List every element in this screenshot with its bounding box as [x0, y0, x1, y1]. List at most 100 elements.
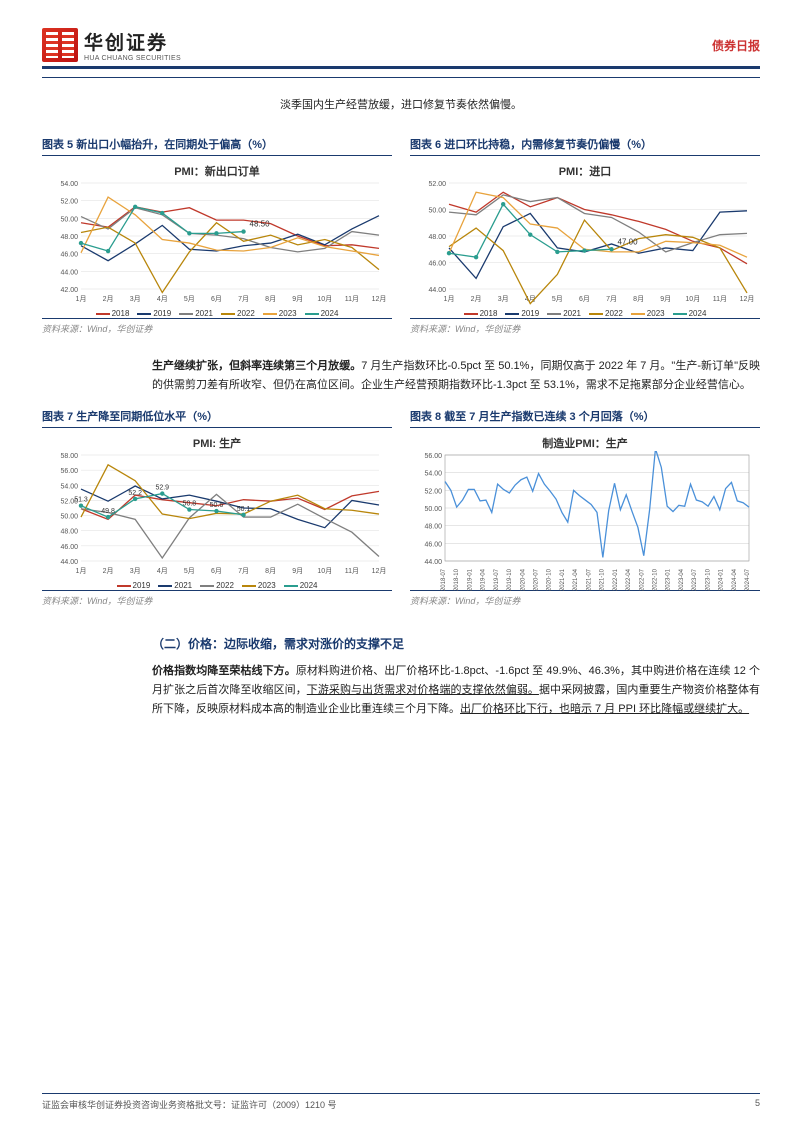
svg-text:58.00: 58.00: [60, 453, 78, 460]
chart-7-source: 资料来源：Wind，华创证券: [42, 590, 392, 607]
svg-text:6月: 6月: [211, 295, 222, 303]
svg-text:11月: 11月: [345, 567, 359, 575]
svg-text:2022-04: 2022-04: [626, 569, 632, 592]
svg-text:2018-07: 2018-07: [441, 569, 447, 592]
chart-5: 图表 5 新出口小幅抬升，在同期处于偏高（%） PMI：新出口订单 42.00 4…: [42, 136, 392, 349]
svg-text:11月: 11月: [713, 295, 727, 303]
chart-7-legend: 20192021202220232024: [42, 581, 392, 590]
header: 华创证券 HUA CHUANG SECURITIES 债券日报: [42, 28, 760, 69]
chart-8-title: 图表 8 截至 7 月生产指数已连续 3 个月回落（%）: [410, 408, 760, 428]
svg-text:2023-01: 2023-01: [666, 569, 672, 592]
svg-text:2023-10: 2023-10: [705, 569, 711, 592]
svg-text:7月: 7月: [606, 295, 617, 303]
svg-text:8月: 8月: [265, 567, 276, 575]
svg-text:48.00: 48.00: [428, 234, 446, 241]
svg-text:12月: 12月: [740, 295, 755, 303]
svg-text:50.6: 50.6: [210, 502, 224, 509]
footer-left: 证监会审核华创证券投资咨询业务资格批文号：证监许可（2009）1210 号: [42, 1098, 337, 1111]
svg-text:54.00: 54.00: [60, 181, 78, 188]
svg-text:49.8: 49.8: [101, 508, 115, 515]
svg-text:5月: 5月: [552, 295, 563, 303]
svg-text:54.00: 54.00: [60, 484, 78, 491]
chart-7-title: 图表 7 生产降至同期低位水平（%）: [42, 408, 392, 428]
chart-7-inner: PMI: 生产: [42, 432, 392, 451]
section-2-title: （二）价格：边际收缩，需求对涨价的支撑不足: [152, 635, 760, 652]
svg-text:44.00: 44.00: [60, 559, 78, 566]
svg-text:2022-01: 2022-01: [613, 569, 619, 592]
para-2: 价格指数均降至荣枯线下方。原材料购进价格、出厂价格环比-1.8pct、-1.6p…: [152, 662, 760, 718]
svg-text:2020-04: 2020-04: [520, 569, 526, 592]
svg-text:2024-04: 2024-04: [732, 569, 738, 592]
svg-text:2023-04: 2023-04: [679, 569, 685, 592]
svg-text:51.3: 51.3: [74, 497, 88, 504]
svg-text:5月: 5月: [184, 567, 195, 575]
chart-6-title: 图表 6 进口环比持稳，内需修复节奏仍偏慢（%）: [410, 136, 760, 156]
svg-text:54.00: 54.00: [424, 471, 442, 478]
chart-8-plot: 44.0046.0048.0050.0052.0054.0056.002018-…: [410, 451, 760, 595]
svg-text:12月: 12月: [372, 295, 387, 303]
svg-text:2021-10: 2021-10: [600, 569, 606, 592]
svg-text:52.00: 52.00: [60, 199, 78, 206]
svg-text:9月: 9月: [292, 295, 303, 303]
company-en: HUA CHUANG SECURITIES: [84, 55, 181, 62]
svg-text:8月: 8月: [265, 295, 276, 303]
svg-text:2月: 2月: [103, 295, 114, 303]
chart-6: 图表 6 进口环比持稳，内需修复节奏仍偏慢（%） PMI：进口 44.0046.…: [410, 136, 760, 349]
svg-text:2024-07: 2024-07: [745, 569, 751, 592]
para-2-bold: 价格指数均降至荣枯线下方。: [152, 665, 296, 677]
svg-text:8月: 8月: [633, 295, 644, 303]
svg-text:10月: 10月: [317, 295, 332, 303]
svg-text:46.00: 46.00: [60, 544, 78, 551]
svg-text:2018-10: 2018-10: [454, 569, 460, 592]
svg-text:2022-10: 2022-10: [652, 569, 658, 592]
logo-mark: [42, 28, 78, 62]
chart-5-inner: PMI：新出口订单: [42, 160, 392, 179]
svg-text:52.00: 52.00: [428, 181, 446, 188]
svg-text:46.00: 46.00: [424, 542, 442, 549]
chart-5-title: 图表 5 新出口小幅抬升，在同期处于偏高（%）: [42, 136, 392, 156]
svg-text:56.00: 56.00: [60, 469, 78, 476]
para-1: 生产继续扩张，但斜率连续第三个月放缓。7 月生产指数环比-0.5pct 至 50…: [152, 357, 760, 394]
chart-7-plot: 44.0046.0048.0050.0052.0054.0056.0058.00…: [42, 451, 392, 579]
svg-text:44.00: 44.00: [428, 287, 446, 294]
svg-text:11月: 11月: [345, 295, 359, 303]
footer: 证监会审核华创证券投资咨询业务资格批文号：证监许可（2009）1210 号 5: [42, 1093, 760, 1111]
svg-text:44.00: 44.00: [60, 269, 78, 276]
svg-text:2019-07: 2019-07: [494, 569, 500, 592]
svg-text:50.00: 50.00: [60, 216, 78, 223]
chart-6-source: 资料来源：Wind，华创证券: [410, 318, 760, 335]
svg-text:2021-04: 2021-04: [573, 569, 579, 592]
svg-text:3月: 3月: [130, 567, 141, 575]
svg-text:48.00: 48.00: [424, 524, 442, 531]
svg-text:1月: 1月: [444, 295, 455, 303]
doc-type: 债券日报: [712, 37, 760, 54]
svg-text:52.00: 52.00: [424, 489, 442, 496]
logo: 华创证券 HUA CHUANG SECURITIES: [42, 28, 181, 62]
svg-text:56.00: 56.00: [424, 453, 442, 460]
svg-text:5月: 5月: [184, 295, 195, 303]
svg-text:7月: 7月: [238, 295, 249, 303]
svg-text:50.00: 50.00: [60, 514, 78, 521]
svg-text:47.00: 47.00: [618, 237, 639, 246]
svg-text:50.1: 50.1: [237, 506, 251, 513]
svg-text:2月: 2月: [103, 567, 114, 575]
svg-text:2021-07: 2021-07: [586, 569, 592, 592]
svg-text:2024-01: 2024-01: [719, 569, 725, 592]
svg-text:46.00: 46.00: [428, 261, 446, 268]
para-2-ul1: 下游采购与出货需求对价格端的支撑依然偏弱。: [307, 684, 539, 696]
svg-text:3月: 3月: [498, 295, 509, 303]
svg-text:52.9: 52.9: [155, 485, 169, 492]
chart-5-plot: 42.0044.0046.0048.0050.0052.0054.001月2月3…: [42, 179, 392, 307]
svg-text:52.2: 52.2: [128, 490, 142, 497]
svg-text:9月: 9月: [660, 295, 671, 303]
chart-6-legend: 201820192021202220232024: [410, 309, 760, 318]
svg-text:42.00: 42.00: [60, 287, 78, 294]
chart-6-plot: 44.0046.0048.0050.0052.001月2月3月4月5月6月7月8…: [410, 179, 760, 307]
svg-text:3月: 3月: [130, 295, 141, 303]
svg-text:2020-10: 2020-10: [547, 569, 553, 592]
chart-8: 图表 8 截至 7 月生产指数已连续 3 个月回落（%） 制造业PMI：生产 4…: [410, 408, 760, 621]
svg-text:48.00: 48.00: [60, 234, 78, 241]
svg-text:48.50: 48.50: [250, 220, 271, 229]
svg-text:2019-10: 2019-10: [507, 569, 513, 592]
company-cn: 华创证券: [84, 28, 181, 55]
